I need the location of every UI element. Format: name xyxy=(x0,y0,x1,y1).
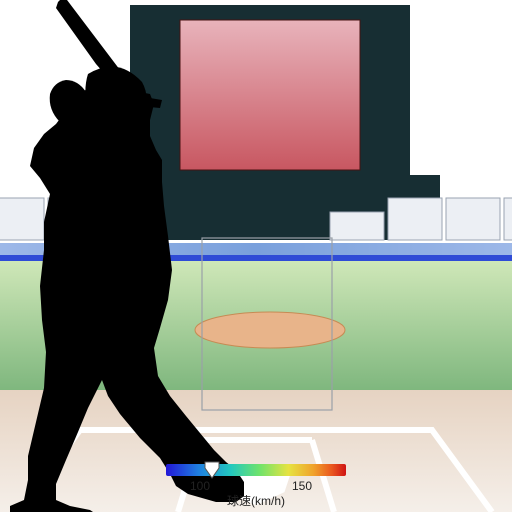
heatmap-panel xyxy=(180,20,360,170)
legend-gradient-bar xyxy=(166,464,346,476)
legend-tick: 100 xyxy=(190,479,210,493)
legend-tick: 150 xyxy=(292,479,312,493)
legend-label: 球速(km/h) xyxy=(227,494,285,508)
pitch-chart: 100 150 球速(km/h) xyxy=(0,0,512,512)
pitchers-mound xyxy=(195,312,345,348)
